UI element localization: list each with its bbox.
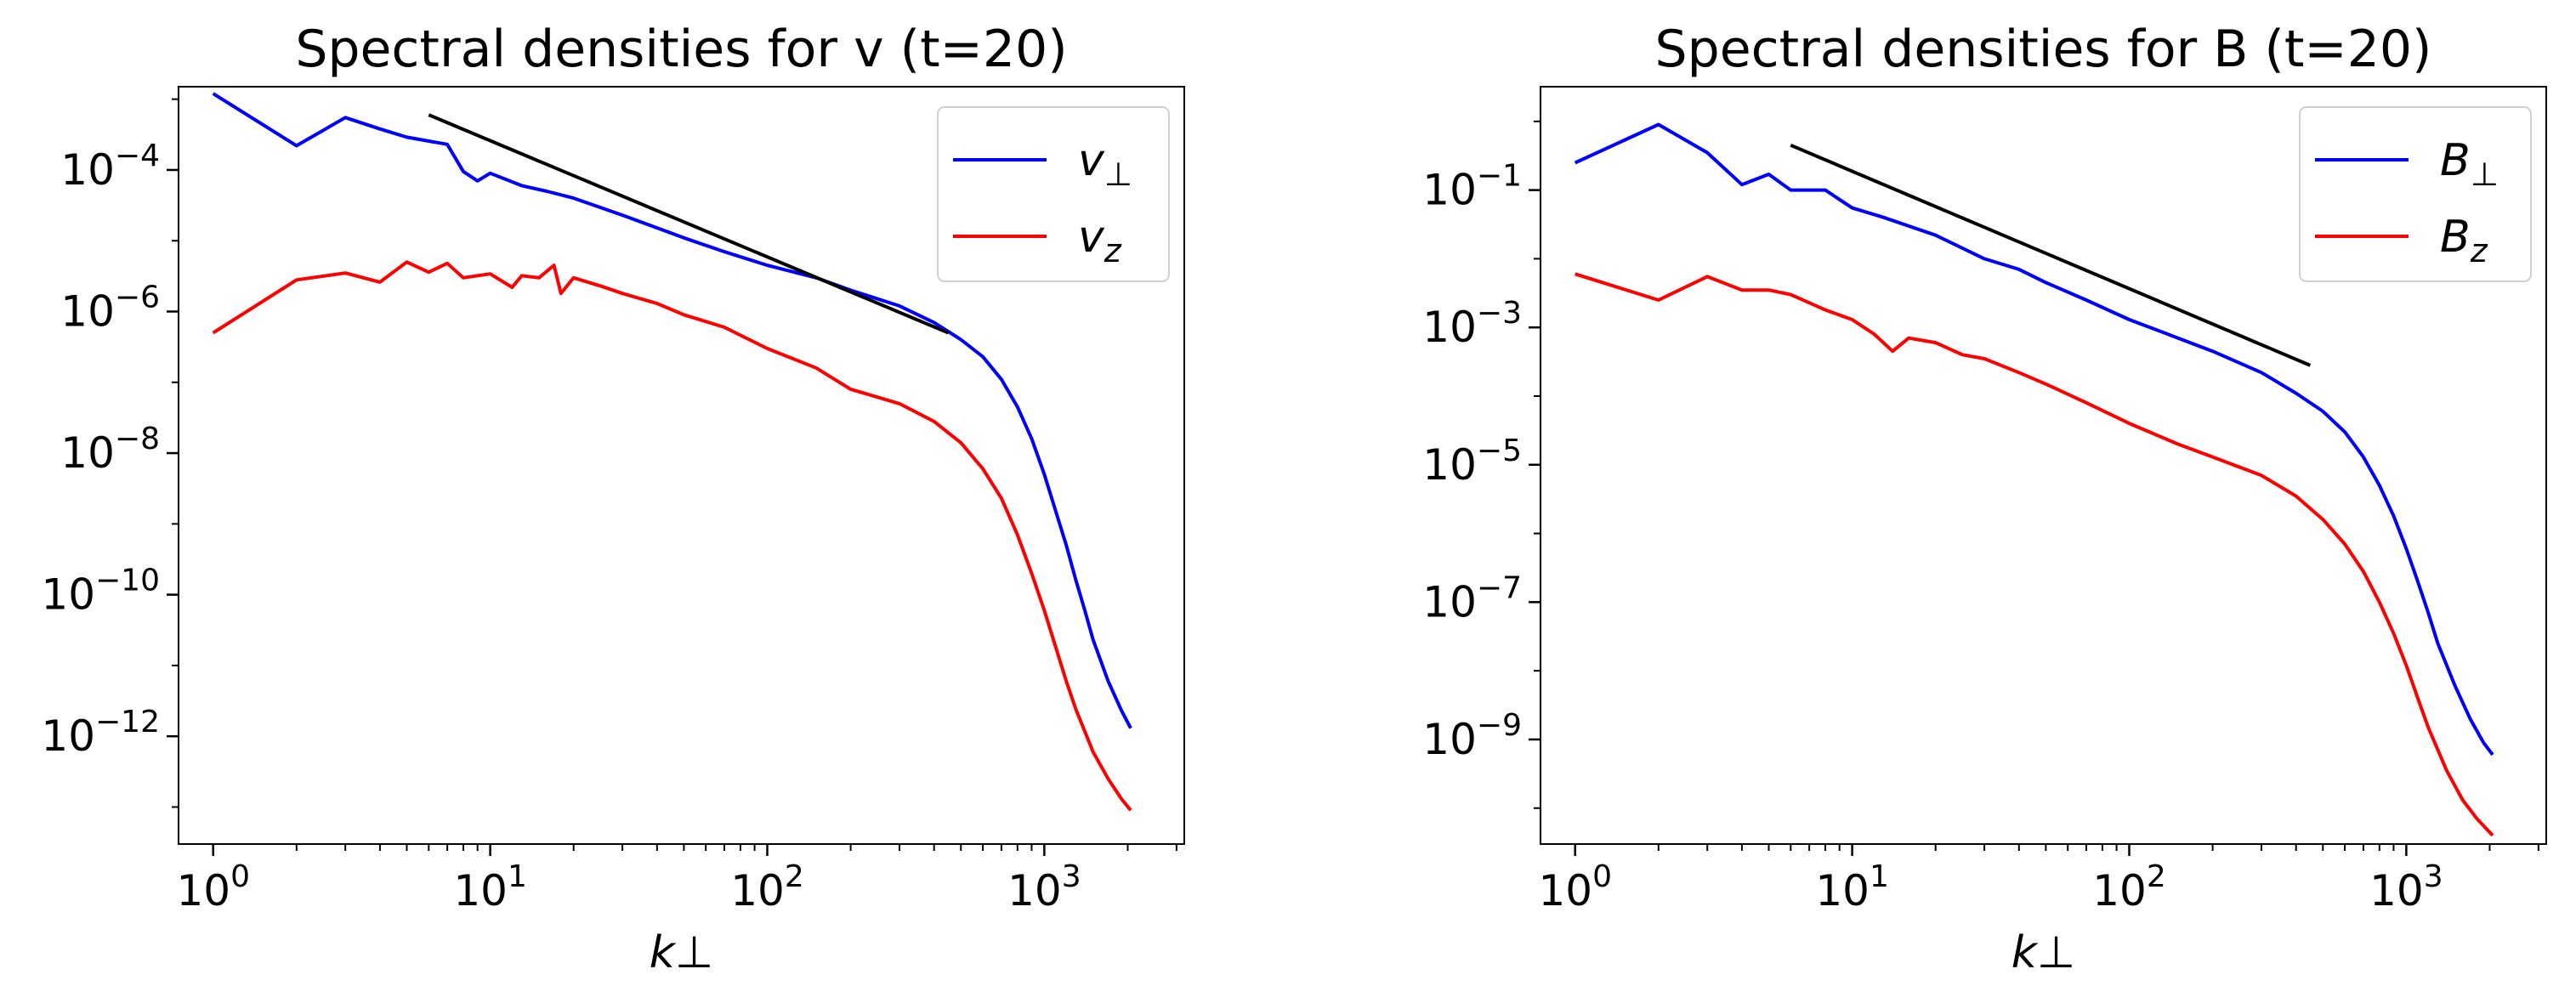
x-tick-exponent: 0 [1592,859,1612,894]
y-tick-exponent: −8 [115,422,160,456]
x-tick-label: 103 [1007,859,1081,915]
x-tick-exponent: 3 [2424,859,2443,894]
legend-label-base: B [2440,135,2471,186]
y-tick-base: 10 [1422,166,1477,215]
x-tick-base: 10 [1007,866,1062,915]
y-tick-base: 10 [41,711,95,761]
legend-label-base: v [1078,212,1105,263]
series-line-z [212,260,1132,812]
y-tick-exponent: −7 [1477,570,1522,605]
y-tick-exponent: −1 [1477,159,1522,194]
legend-label-subscript: z [2470,232,2488,269]
y-tick-label: 10−12 [41,705,160,761]
legend-label-subscript: z [1104,232,1122,269]
legend-label: v⊥ [1078,135,1132,193]
legend: v⊥vz [937,106,1170,282]
x-tick-base: 10 [1538,866,1592,915]
chart-title: Spectral densities for B (t=20) [1655,20,2432,79]
y-tick-exponent: −12 [95,705,160,740]
y-tick-label: 10−1 [1422,159,1522,215]
y-tick-label: 10−10 [41,564,160,620]
y-tick-base: 10 [60,287,115,337]
y-tick-label: 10−5 [1422,434,1522,490]
y-tick-exponent: −9 [1477,708,1522,743]
x-tick-base: 10 [730,866,785,915]
y-tick-label: 10−3 [1422,296,1522,352]
plot-frame [178,86,1185,845]
y-tick-exponent: −3 [1477,296,1522,331]
chart-1: Spectral densities for v (t=20)100 101 102… [41,20,1185,978]
chart-2: Spectral densities for B (t=20)100 101 102… [1422,20,2547,978]
x-tick-label: 103 [2369,859,2443,915]
x-tick-exponent: 0 [230,859,250,894]
legend-label: Bz [2440,212,2488,269]
y-tick-label: 10−9 [1422,708,1522,764]
y-tick-label: 10−4 [60,139,160,195]
x-tick-label: 101 [453,859,527,915]
legend-label: vz [1078,212,1122,269]
series-line-perp [1574,122,2494,756]
x-tick-exponent: 3 [1062,859,1081,894]
x-tick-exponent: 2 [2147,859,2166,894]
reference-slope-line [428,113,950,335]
y-tick-base: 10 [60,145,115,195]
y-tick-label: 10−8 [60,422,160,478]
y-tick-exponent: −10 [95,564,160,598]
x-tick-base: 10 [453,866,508,915]
x-tick-exponent: 1 [508,859,527,894]
chart-title: Spectral densities for v (t=20) [295,20,1067,79]
x-tick-label: 100 [176,859,250,915]
y-tick-exponent: −6 [115,280,160,315]
x-tick-base: 10 [2092,866,2147,915]
x-tick-exponent: 2 [785,859,804,894]
y-tick-label: 10−7 [1422,570,1522,626]
legend-label-subscript: ⊥ [1104,156,1132,193]
y-tick-exponent: −5 [1477,434,1522,468]
legend-label: B⊥ [2440,135,2499,193]
x-tick-label: 100 [1538,859,1612,915]
legend: B⊥Bz [2299,106,2532,282]
x-tick-label: 101 [1815,859,1889,915]
y-tick-base: 10 [60,428,115,478]
legend-box [2299,106,2532,282]
x-tick-base: 10 [1815,866,1870,915]
y-tick-base: 10 [1422,715,1477,764]
y-tick-base: 10 [1422,577,1477,626]
reference-slope-line [1790,143,2312,367]
legend-label-base: B [2440,212,2471,263]
y-tick-label: 10−6 [60,280,160,337]
x-tick-base: 10 [176,866,230,915]
x-tick-exponent: 1 [1870,859,1889,894]
x-tick-label: 102 [730,859,804,915]
x-tick-label: 102 [2092,859,2166,915]
y-tick-exponent: −4 [115,139,160,173]
series-line-z [1575,272,2494,837]
y-tick-base: 10 [41,570,95,620]
legend-label-subscript: ⊥ [2471,156,2499,193]
y-tick-base: 10 [1422,440,1477,490]
x-axis-label: k⊥ [2011,927,2075,978]
legend-box [937,106,1170,282]
x-tick-base: 10 [2369,866,2424,915]
x-axis-label: k⊥ [650,927,713,978]
legend-label-base: v [1078,135,1105,186]
y-tick-base: 10 [1422,303,1477,352]
